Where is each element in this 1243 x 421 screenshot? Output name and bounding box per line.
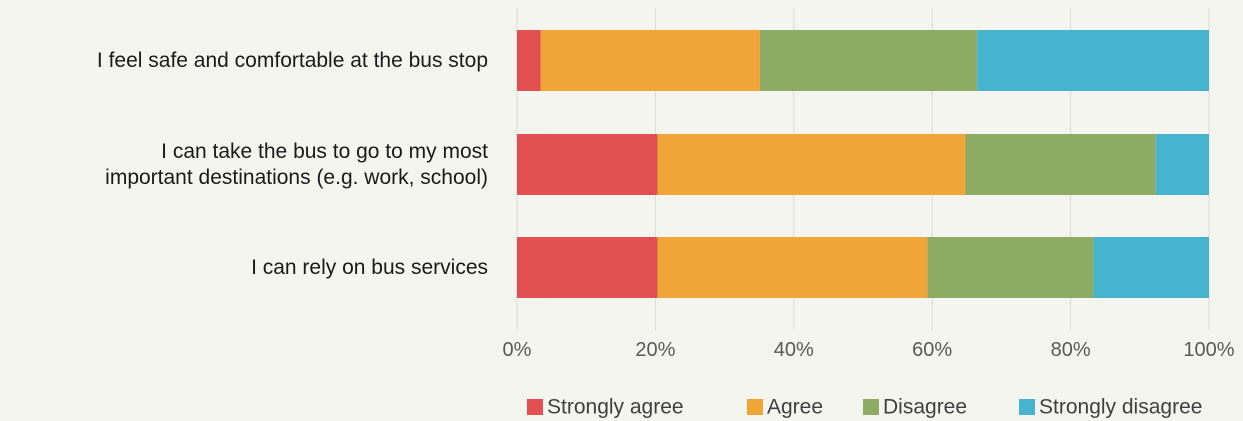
legend-label: Strongly agree — [547, 396, 684, 419]
bar-segment-strongly-disagree — [977, 30, 1209, 91]
bar-segment-agree — [657, 237, 928, 298]
legend-label: Strongly disagree — [1039, 396, 1202, 419]
bar-segment-agree — [657, 134, 966, 195]
category-label: I can rely on bus services — [251, 256, 488, 279]
bars — [517, 30, 1209, 298]
legend-swatch — [863, 399, 879, 415]
category-label: important destinations (e.g. work, schoo… — [105, 166, 488, 189]
category-label: I feel safe and comfortable at the bus s… — [97, 49, 488, 72]
x-tick-label: 100% — [1183, 339, 1234, 361]
bar-segment-disagree — [965, 134, 1156, 195]
legend-label: Agree — [767, 396, 823, 419]
category-label: I can take the bus to go to my most — [161, 140, 488, 163]
legend-swatch — [1019, 399, 1035, 415]
legend: Strongly agree Agree Disagree Strongly disa… — [527, 396, 1202, 419]
bar-segment-agree — [540, 30, 760, 91]
x-axis-ticks: 0% 20% 40% 60% 80% 100% — [503, 339, 1235, 361]
category-labels: I feel safe and comfortable at the bus s… — [97, 49, 488, 279]
bar-segment-strongly-agree — [517, 30, 541, 91]
x-tick-label: 20% — [635, 339, 675, 361]
x-tick-label: 60% — [912, 339, 952, 361]
x-tick-label: 40% — [774, 339, 814, 361]
x-tick-label: 80% — [1051, 339, 1091, 361]
x-tick-label: 0% — [503, 339, 532, 361]
legend-swatch — [527, 399, 543, 415]
bar-segment-disagree — [927, 237, 1094, 298]
bar-segment-strongly-agree — [517, 237, 658, 298]
legend-label: Disagree — [883, 396, 967, 419]
bar-segment-disagree — [759, 30, 978, 91]
legend-swatch — [747, 399, 763, 415]
bar-segment-strongly-disagree — [1093, 237, 1209, 298]
bar-segment-strongly-agree — [517, 134, 658, 195]
bar-segment-strongly-disagree — [1155, 134, 1209, 195]
